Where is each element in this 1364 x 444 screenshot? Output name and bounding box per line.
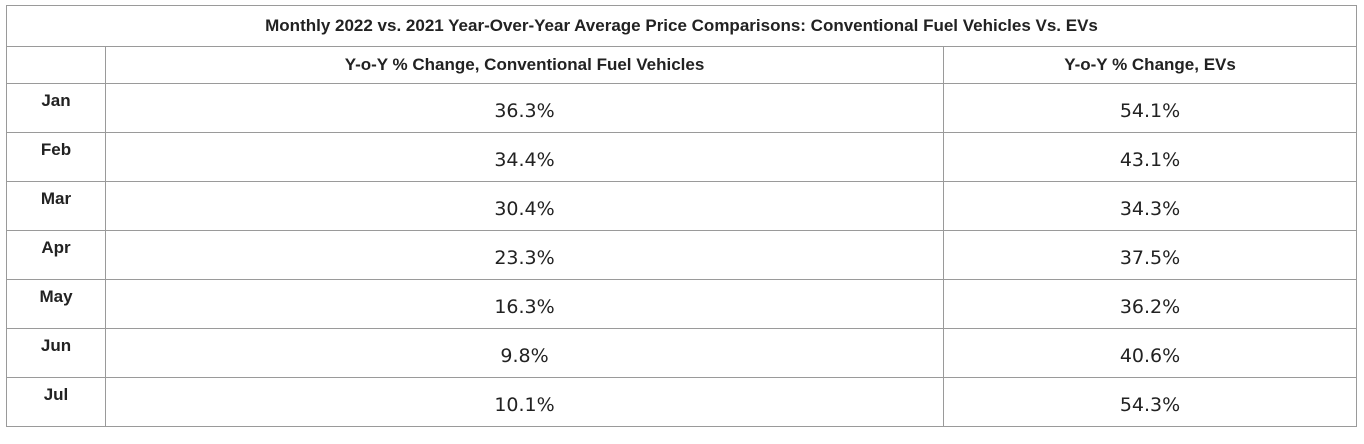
table-row: Jul 10.1% 54.3%	[6, 377, 1358, 427]
column-header-conventional: Y-o-Y % Change, Conventional Fuel Vehicl…	[105, 46, 944, 84]
table-row: Jan 36.3% 54.1%	[6, 83, 1358, 133]
conventional-value-cell: 9.8%	[105, 328, 944, 378]
column-header-ev: Y-o-Y % Change, EVs	[942, 46, 1358, 84]
month-cell: Mar	[6, 181, 106, 231]
conventional-value-cell: 34.4%	[105, 132, 944, 182]
table-row: Mar 30.4% 34.3%	[6, 181, 1358, 231]
table-row: Feb 34.4% 43.1%	[6, 132, 1358, 182]
ev-value-cell: 36.2%	[942, 279, 1358, 329]
conventional-value-cell: 30.4%	[105, 181, 944, 231]
month-cell: May	[6, 279, 106, 329]
table-row: May 16.3% 36.2%	[6, 279, 1358, 329]
column-header-month	[6, 46, 106, 84]
table-row: Jun 9.8% 40.6%	[6, 328, 1358, 378]
month-cell: Jun	[6, 328, 106, 378]
conventional-value-cell: 36.3%	[105, 83, 944, 133]
month-cell: Jul	[6, 377, 106, 427]
ev-value-cell: 54.1%	[942, 83, 1358, 133]
ev-value-cell: 37.5%	[942, 230, 1358, 280]
price-comparison-table: Monthly 2022 vs. 2021 Year-Over-Year Ave…	[5, 5, 1358, 427]
conventional-value-cell: 23.3%	[105, 230, 944, 280]
table-row: Apr 23.3% 37.5%	[6, 230, 1358, 280]
ev-value-cell: 54.3%	[942, 377, 1358, 427]
ev-value-cell: 43.1%	[942, 132, 1358, 182]
ev-value-cell: 34.3%	[942, 181, 1358, 231]
month-cell: Apr	[6, 230, 106, 280]
month-cell: Feb	[6, 132, 106, 182]
table-title: Monthly 2022 vs. 2021 Year-Over-Year Ave…	[5, 5, 1358, 47]
table-title-row: Monthly 2022 vs. 2021 Year-Over-Year Ave…	[5, 5, 1358, 47]
ev-value-cell: 40.6%	[942, 328, 1358, 378]
month-cell: Jan	[6, 83, 106, 133]
conventional-value-cell: 10.1%	[105, 377, 944, 427]
conventional-value-cell: 16.3%	[105, 279, 944, 329]
column-header-row: Y-o-Y % Change, Conventional Fuel Vehicl…	[6, 46, 1358, 84]
